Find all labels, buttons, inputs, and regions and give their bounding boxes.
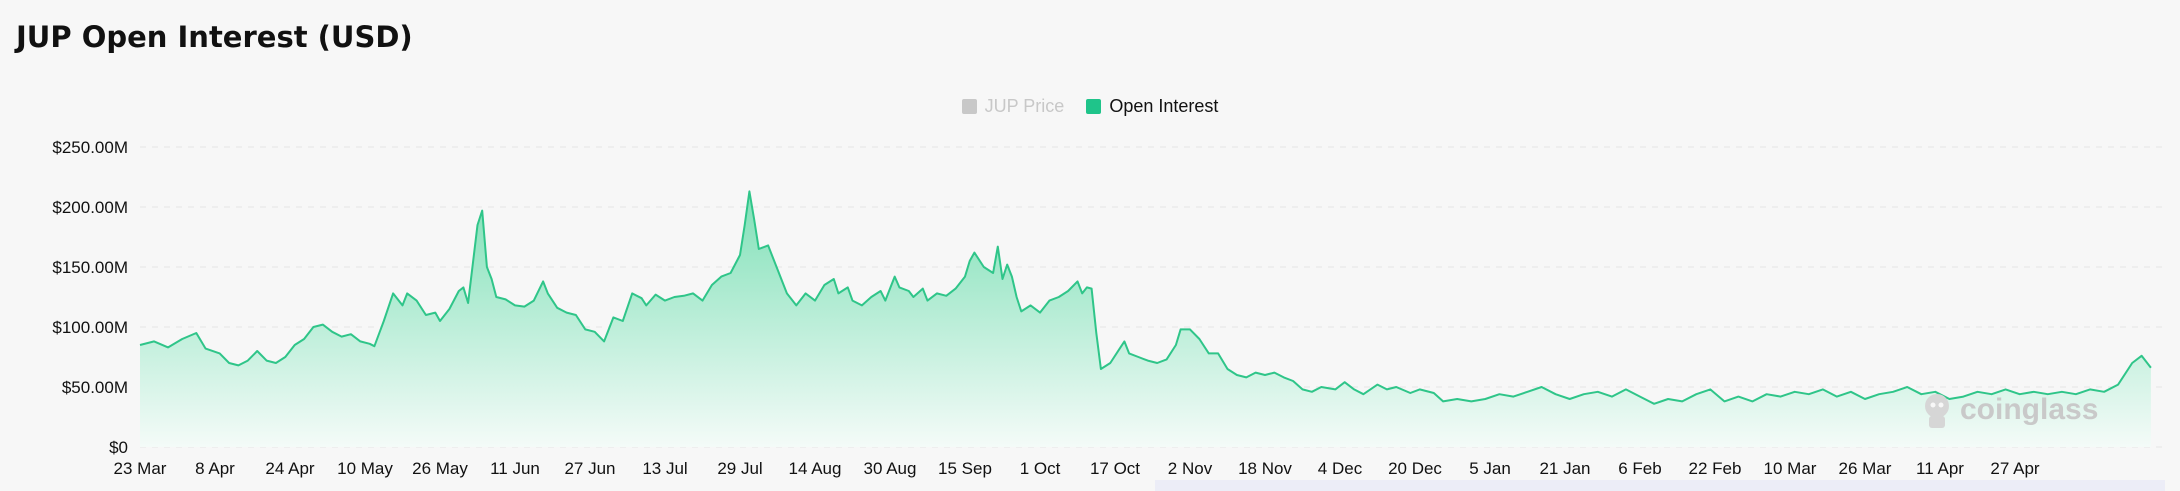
series-layer (139, 190, 2152, 447)
y-tick-label: $200.00M (52, 198, 128, 217)
x-tick-label: 11 Apr (1916, 459, 1964, 478)
x-tick-label: 22 Feb (1689, 459, 1742, 478)
x-tick-label: 5 Jan (1469, 459, 1511, 478)
x-tick-label: 4 Dec (1318, 459, 1363, 478)
axis-labels: $0 $50.00M $100.00M $150.00M $200.00M $250.00… (52, 138, 2040, 478)
legend: JUP Price Open Interest (0, 94, 2180, 118)
x-tick-label: 20 Dec (1388, 459, 1442, 478)
x-tick-label: 10 May (337, 459, 393, 478)
legend-item-open-interest[interactable]: Open Interest (1086, 96, 1218, 117)
y-tick-label: $0 (109, 438, 128, 457)
legend-swatch-jup-price (961, 98, 977, 114)
open-interest-area (140, 191, 2151, 447)
bottom-scroll-strip[interactable] (1155, 480, 2165, 491)
x-tick-label: 27 Apr (1990, 459, 2039, 478)
y-tick-label: $150.00M (52, 258, 128, 277)
x-tick-label: 15 Sep (938, 459, 992, 478)
x-tick-label: 17 Oct (1090, 459, 1140, 478)
x-tick-label: 10 Mar (1764, 459, 1817, 478)
x-tick-label: 30 Aug (864, 459, 917, 478)
coinglass-logo-icon (1925, 394, 1949, 428)
x-tick-label: 21 Jan (1539, 459, 1590, 478)
legend-swatch-open-interest (1086, 98, 1102, 114)
open-interest-line (139, 190, 2152, 405)
x-tick-label: 29 Jul (717, 459, 762, 478)
legend-item-jup-price[interactable]: JUP Price (961, 95, 1065, 117)
coinglass-watermark: coinglass (1920, 390, 2098, 430)
x-tick-label: 6 Feb (1618, 459, 1661, 478)
x-tick-label: 11 Jun (490, 459, 540, 478)
y-tick-label: $100.00M (52, 318, 128, 337)
x-tick-label: 13 Jul (642, 459, 687, 478)
x-tick-label: 18 Nov (1238, 459, 1292, 478)
watermark-text: coinglass (1960, 393, 2099, 426)
x-tick-label: 23 Mar (114, 459, 167, 478)
y-tick-label: $250.00M (52, 138, 128, 157)
x-tick-label: 27 Jun (564, 459, 615, 478)
y-tick-label: $50.00M (62, 378, 128, 397)
x-tick-label: 8 Apr (195, 459, 235, 478)
legend-label-open-interest: Open Interest (1109, 95, 1219, 116)
chart-title: JUP Open Interest (USD) (16, 20, 413, 54)
x-tick-label: 1 Oct (1020, 459, 1061, 478)
x-tick-label: 14 Aug (789, 459, 842, 478)
x-tick-label: 26 May (412, 459, 468, 478)
x-tick-label: 24 Apr (265, 459, 314, 478)
legend-label-jup-price: JUP Price (984, 95, 1065, 116)
x-tick-label: 2 Nov (1168, 459, 1213, 478)
x-tick-label: 26 Mar (1839, 459, 1892, 478)
